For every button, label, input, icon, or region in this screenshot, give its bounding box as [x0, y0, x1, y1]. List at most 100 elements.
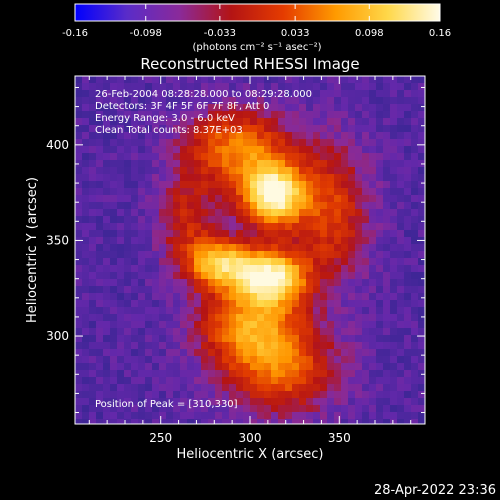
heatmap-cell — [124, 174, 131, 181]
heatmap-cell — [110, 132, 117, 139]
heatmap-cell — [278, 118, 285, 125]
heatmap-cell — [327, 146, 334, 153]
heatmap-cell — [152, 321, 159, 328]
heatmap-cell — [194, 384, 201, 391]
heatmap-cell — [404, 118, 411, 125]
heatmap-cell — [369, 83, 376, 90]
heatmap-cell — [376, 363, 383, 370]
heatmap-cell — [229, 195, 236, 202]
heatmap-cell — [383, 97, 390, 104]
heatmap-cell — [390, 286, 397, 293]
heatmap-cell — [271, 188, 278, 195]
heatmap-cell — [348, 244, 355, 251]
heatmap-cell — [257, 83, 264, 90]
heatmap-cell — [180, 405, 187, 412]
heatmap-cell — [355, 125, 362, 132]
heatmap-cell — [397, 181, 404, 188]
heatmap-cell — [222, 363, 229, 370]
heatmap-cell — [124, 307, 131, 314]
heatmap-cell — [201, 384, 208, 391]
heatmap-cell — [397, 258, 404, 265]
heatmap-cell — [89, 223, 96, 230]
heatmap-cell — [187, 349, 194, 356]
heatmap-cell — [236, 90, 243, 97]
heatmap-cell — [397, 216, 404, 223]
heatmap-cell — [292, 76, 299, 83]
heatmap-cell — [229, 167, 236, 174]
heatmap-cell — [159, 90, 166, 97]
heatmap-cell — [159, 370, 166, 377]
heatmap-cell — [369, 272, 376, 279]
heatmap-cell — [264, 188, 271, 195]
heatmap-cell — [236, 286, 243, 293]
heatmap-cell — [82, 132, 89, 139]
heatmap-cell — [110, 258, 117, 265]
heatmap-cell — [103, 118, 110, 125]
heatmap-cell — [362, 370, 369, 377]
heatmap-cell — [194, 419, 201, 424]
heatmap-cell — [376, 293, 383, 300]
heatmap-cell — [313, 132, 320, 139]
heatmap-cell — [89, 370, 96, 377]
heatmap-cell — [229, 377, 236, 384]
heatmap-cell — [145, 111, 152, 118]
heatmap-cell — [264, 356, 271, 363]
heatmap-cell — [180, 251, 187, 258]
heatmap-cell — [187, 223, 194, 230]
heatmap-cell — [369, 118, 376, 125]
heatmap-cell — [334, 188, 341, 195]
heatmap-cell — [236, 118, 243, 125]
heatmap-cell — [285, 97, 292, 104]
heatmap-cell — [166, 328, 173, 335]
heatmap-cell — [110, 412, 117, 419]
heatmap-cell — [75, 314, 82, 321]
heatmap-cell — [250, 202, 257, 209]
heatmap-cell — [397, 265, 404, 272]
heatmap-cell — [320, 153, 327, 160]
heatmap-cell — [250, 90, 257, 97]
heatmap-cell — [173, 174, 180, 181]
heatmap-cell — [96, 209, 103, 216]
heatmap-cell — [201, 188, 208, 195]
heatmap-cell — [138, 174, 145, 181]
heatmap-cell — [376, 195, 383, 202]
heatmap-cell — [180, 342, 187, 349]
heatmap-cell — [208, 342, 215, 349]
heatmap-cell — [313, 258, 320, 265]
heatmap-cell — [299, 202, 306, 209]
heatmap-cell — [327, 335, 334, 342]
heatmap-cell — [82, 139, 89, 146]
heatmap-cell — [334, 118, 341, 125]
heatmap-cell — [124, 258, 131, 265]
heatmap-cell — [383, 160, 390, 167]
heatmap-cell — [397, 349, 404, 356]
heatmap-cell — [201, 111, 208, 118]
heatmap-cell — [376, 349, 383, 356]
heatmap-cell — [271, 384, 278, 391]
heatmap-cell — [376, 90, 383, 97]
heatmap-cell — [404, 342, 411, 349]
heatmap-cell — [341, 216, 348, 223]
heatmap-cell — [411, 118, 418, 125]
heatmap-cell — [404, 419, 411, 424]
heatmap-cell — [117, 223, 124, 230]
heatmap-cell — [334, 265, 341, 272]
heatmap-cell — [96, 132, 103, 139]
heatmap-cell — [313, 398, 320, 405]
heatmap-cell — [299, 251, 306, 258]
heatmap-cell — [201, 216, 208, 223]
heatmap-cell — [82, 244, 89, 251]
heatmap-cell — [243, 342, 250, 349]
heatmap-cell — [390, 104, 397, 111]
heatmap-cell — [236, 167, 243, 174]
heatmap-cell — [341, 111, 348, 118]
heatmap-cell — [411, 167, 418, 174]
heatmap-cell — [292, 146, 299, 153]
heatmap-cell — [320, 139, 327, 146]
heatmap-cell — [173, 363, 180, 370]
heatmap-cell — [131, 335, 138, 342]
heatmap-cell — [411, 349, 418, 356]
heatmap-cell — [96, 398, 103, 405]
heatmap-cell — [306, 181, 313, 188]
heatmap-cell — [306, 223, 313, 230]
